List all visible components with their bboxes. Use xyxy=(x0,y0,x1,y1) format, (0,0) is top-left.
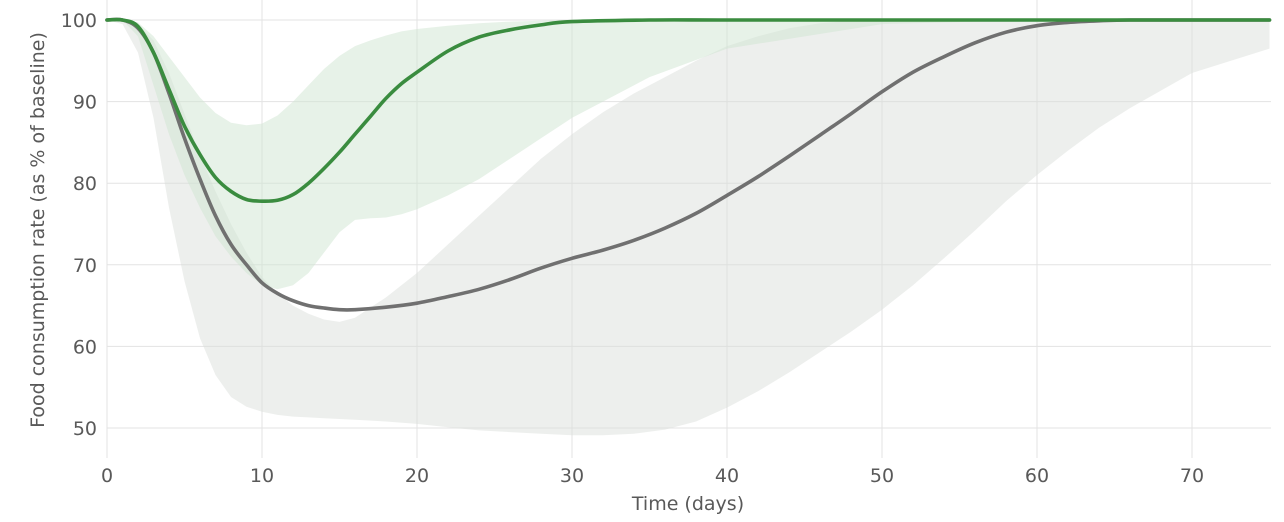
y-tick-label: 90 xyxy=(73,92,97,114)
x-tick-label: 60 xyxy=(1025,465,1049,487)
y-tick-label: 50 xyxy=(73,418,97,440)
confidence-bands xyxy=(107,20,1270,436)
x-tick-label: 30 xyxy=(560,465,584,487)
x-tick-label: 0 xyxy=(101,465,113,487)
y-tick-label: 70 xyxy=(73,255,97,277)
green-series-line xyxy=(105,17,1272,204)
grey-confidence-band xyxy=(107,20,1270,436)
x-tick-label: 10 xyxy=(250,465,274,487)
y-tick-label: 60 xyxy=(73,336,97,358)
series-lines xyxy=(105,17,1272,312)
x-tick-labels: 0 10 20 30 40 50 60 70 xyxy=(101,465,1204,487)
y-tick-label: 80 xyxy=(73,173,97,195)
x-tick-label: 50 xyxy=(870,465,894,487)
y-axis-label: Food consumption rate (as % of baseline) xyxy=(27,32,49,428)
x-axis-label: Time (days) xyxy=(631,493,744,515)
grey-series-line xyxy=(105,17,1272,312)
x-tick-label: 70 xyxy=(1180,465,1204,487)
x-tick-label: 40 xyxy=(715,465,739,487)
y-tick-labels: 50 60 70 80 90 100 xyxy=(61,10,97,440)
x-tick-label: 20 xyxy=(405,465,429,487)
y-tick-label: 100 xyxy=(61,10,97,32)
